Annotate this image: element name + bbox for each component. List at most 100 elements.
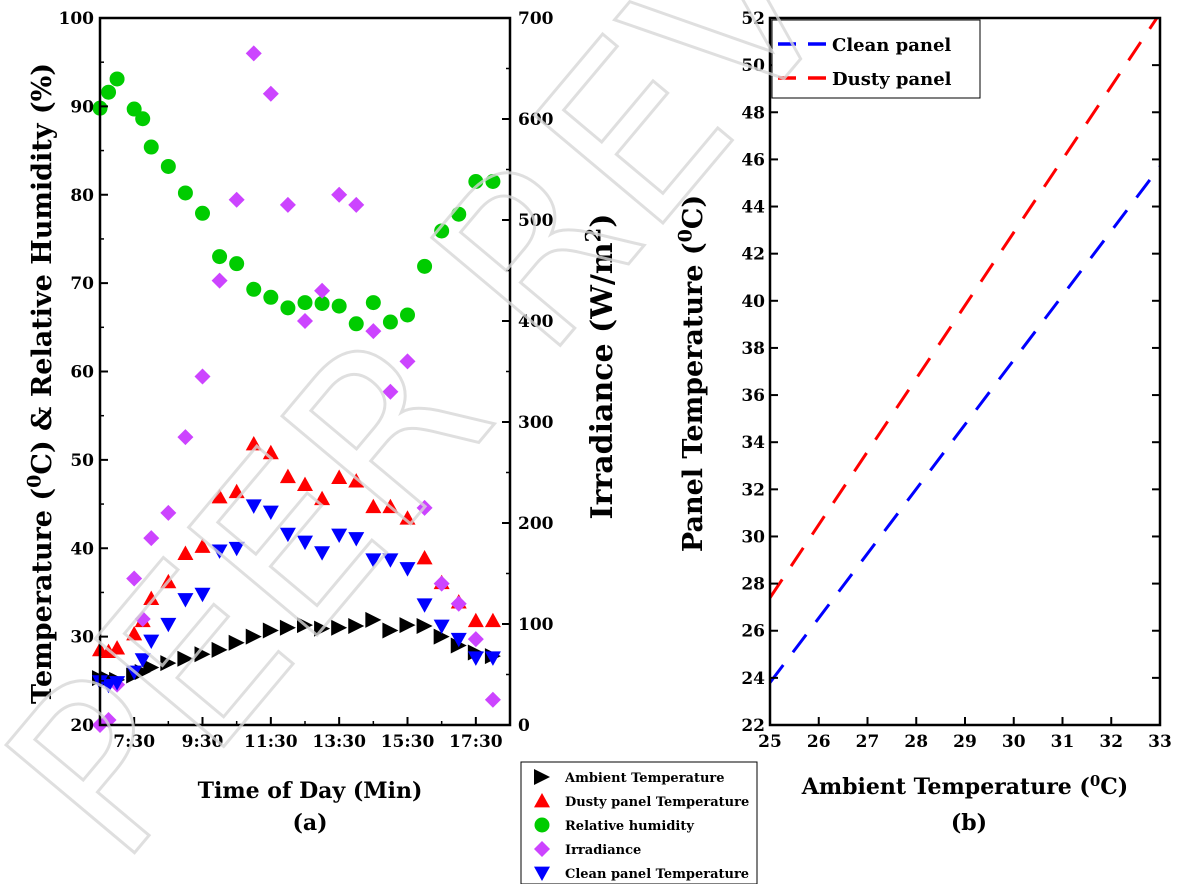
x-tick-label: 26 bbox=[807, 732, 831, 752]
x-tick-label: 33 bbox=[1148, 732, 1172, 752]
y-right-tick-label: 300 bbox=[518, 413, 554, 433]
data-point bbox=[331, 186, 348, 203]
y-right-tick-label: 100 bbox=[518, 615, 554, 635]
x-tick-label: 32 bbox=[1099, 732, 1123, 752]
y-tick-label: 36 bbox=[741, 386, 765, 406]
x-axis-title: Time of Day (Min) bbox=[198, 778, 423, 804]
data-point bbox=[297, 313, 313, 329]
data-point bbox=[194, 368, 211, 385]
y-left-tick-label: 50 bbox=[70, 451, 94, 471]
data-point bbox=[382, 498, 399, 514]
data-point bbox=[450, 632, 467, 648]
data-point bbox=[143, 659, 160, 676]
y-tick-label: 38 bbox=[741, 339, 765, 359]
data-point bbox=[177, 185, 193, 201]
data-point bbox=[160, 504, 177, 521]
data-point bbox=[314, 295, 330, 311]
x-tick-label: 9:30 bbox=[182, 732, 224, 752]
x-tick-label: 15:30 bbox=[381, 732, 435, 752]
data-point bbox=[348, 473, 365, 488]
legend-box bbox=[520, 761, 758, 884]
data-point bbox=[177, 429, 194, 446]
data-point bbox=[262, 444, 279, 460]
x-tick-label: 25 bbox=[758, 732, 782, 752]
y-tick-label: 32 bbox=[741, 480, 765, 500]
data-point bbox=[467, 612, 484, 628]
legend-marker bbox=[534, 769, 550, 785]
legend-label: Irradiance bbox=[565, 843, 641, 858]
data-point bbox=[314, 490, 331, 506]
series-line-clean-panel bbox=[770, 165, 1160, 684]
data-point bbox=[416, 618, 433, 635]
data-point bbox=[484, 651, 501, 666]
y-left-tick-label: 100 bbox=[59, 9, 95, 29]
data-point bbox=[297, 535, 313, 551]
data-point bbox=[365, 323, 382, 340]
y-tick-label: 24 bbox=[741, 669, 765, 689]
chart-b-legend: Clean panel Dusty panel bbox=[771, 19, 981, 99]
data-point bbox=[211, 544, 228, 559]
x-axis-title: Ambient Temperature (0C) bbox=[801, 772, 1128, 800]
data-point bbox=[468, 173, 484, 189]
data-point bbox=[348, 532, 365, 547]
data-point bbox=[382, 314, 398, 330]
y-tick-label: 30 bbox=[741, 527, 765, 547]
data-point bbox=[314, 282, 331, 299]
data-point bbox=[212, 249, 228, 265]
data-point bbox=[126, 570, 143, 587]
legend-marker bbox=[534, 793, 550, 808]
y-tick-label: 40 bbox=[741, 292, 765, 312]
data-point bbox=[485, 173, 501, 189]
chart-a-plot-area bbox=[92, 45, 501, 733]
data-point bbox=[194, 646, 211, 663]
data-point bbox=[399, 562, 416, 577]
legend-marker bbox=[534, 866, 550, 881]
data-point bbox=[194, 587, 211, 603]
data-point bbox=[177, 545, 194, 560]
data-point bbox=[262, 85, 279, 102]
data-point bbox=[177, 650, 194, 667]
data-point bbox=[433, 575, 450, 592]
series-irradiance bbox=[92, 45, 501, 733]
data-point bbox=[279, 527, 296, 543]
y-tick-label: 42 bbox=[741, 245, 765, 265]
data-point bbox=[314, 620, 331, 637]
data-point bbox=[433, 628, 450, 645]
data-point bbox=[126, 101, 142, 117]
chart-a: 20 30 40 50 60 70 80 90 100 0 100 200 300 400 500 600 70… bbox=[24, 9, 620, 836]
series-line-dusty-panel bbox=[770, 18, 1159, 599]
data-point bbox=[399, 510, 416, 525]
legend-label: Clean panel bbox=[832, 35, 951, 56]
data-point bbox=[134, 610, 151, 627]
x-tick-label: 13:30 bbox=[312, 732, 366, 752]
data-point bbox=[245, 499, 262, 514]
data-point bbox=[433, 619, 450, 635]
y-left-tick-label: 70 bbox=[70, 274, 94, 294]
chart-b-frame bbox=[768, 16, 1162, 727]
y-right-tick-label: 400 bbox=[518, 312, 554, 332]
y-right-tick-label: 200 bbox=[518, 514, 554, 534]
y-tick-label: 34 bbox=[741, 433, 765, 453]
panel-label: (b) bbox=[951, 810, 987, 836]
y-right-tick-label: 500 bbox=[518, 211, 554, 231]
x-tick-label: 29 bbox=[953, 732, 977, 752]
data-point bbox=[365, 553, 382, 568]
legend-box bbox=[771, 19, 981, 99]
data-point bbox=[126, 665, 143, 680]
data-point bbox=[279, 619, 296, 636]
data-point bbox=[228, 483, 245, 499]
data-point bbox=[331, 619, 348, 636]
legend-label: Dusty panel bbox=[832, 69, 952, 90]
data-point bbox=[245, 45, 262, 62]
data-point bbox=[314, 546, 331, 561]
data-point bbox=[109, 676, 126, 691]
data-point bbox=[143, 530, 160, 547]
x-tick-label: 11:30 bbox=[244, 732, 298, 752]
series-clean-panel-temperature bbox=[92, 499, 501, 694]
y-axis-title: Panel Temperature (0C) bbox=[675, 195, 709, 552]
data-point bbox=[399, 617, 416, 634]
data-point bbox=[297, 295, 313, 311]
x-tick-label: 17:30 bbox=[449, 732, 503, 752]
chart-b-plot-area bbox=[770, 18, 1160, 684]
